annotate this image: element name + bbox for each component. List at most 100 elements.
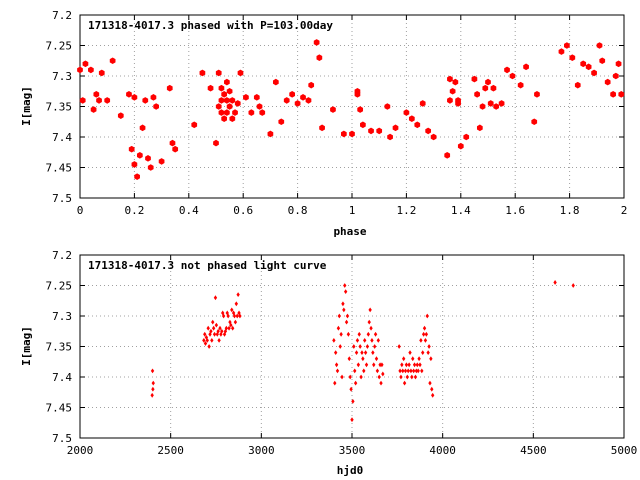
data-point [361, 356, 365, 362]
data-point [340, 374, 344, 380]
data-point [272, 78, 279, 86]
data-point [357, 331, 361, 337]
data-point [223, 328, 228, 334]
data-point [248, 109, 255, 116]
data-point [213, 295, 218, 301]
data-point [343, 283, 347, 288]
data-point [360, 121, 366, 129]
data-point [353, 380, 358, 386]
data-point [618, 91, 625, 98]
data-point [375, 368, 380, 374]
data-point [415, 362, 419, 368]
data-point [151, 386, 155, 392]
data-point [336, 325, 341, 331]
data-point [205, 338, 209, 343]
data-point [207, 84, 214, 92]
data-point [344, 319, 349, 325]
x-tick-label: 2500 [157, 444, 184, 457]
tick-labels: 2000 2500 3000 3500 4000 4500 5000 7.2 7.25 7.3 7.… [46, 249, 638, 457]
data-point [366, 331, 370, 337]
data-point [300, 94, 306, 101]
data-point [224, 109, 230, 116]
data-point [413, 374, 418, 380]
x-axis-label: hjd0 [337, 464, 364, 477]
data-point [211, 325, 216, 331]
data-point [381, 371, 385, 377]
data-point [199, 69, 206, 77]
data-point [363, 338, 367, 343]
data-point [227, 325, 231, 331]
y-tick-label: 7.35 [46, 341, 73, 354]
y-tick-label: 7.4 [52, 131, 72, 144]
data-point [340, 130, 347, 138]
data-point [238, 313, 242, 319]
y-axis-label: I[mag] [20, 326, 33, 366]
data-point [346, 331, 351, 337]
data-point [359, 374, 363, 380]
data-point [363, 350, 368, 355]
data-point [534, 91, 540, 98]
data-point [571, 283, 575, 288]
data-point [150, 368, 155, 374]
data-point [213, 139, 219, 147]
data-point [351, 399, 355, 404]
data-point [349, 130, 355, 138]
data-point [374, 356, 379, 362]
ticks [79, 254, 625, 439]
data-point [403, 368, 408, 374]
data-point [332, 338, 336, 343]
data-point [485, 78, 491, 86]
y-tick-label: 7.5 [52, 192, 72, 205]
data-point [218, 84, 225, 92]
gridlines [80, 15, 624, 198]
data-point [377, 374, 381, 380]
data-point [585, 63, 592, 71]
data-point [342, 307, 346, 313]
data-point [457, 142, 464, 150]
data-point [479, 103, 486, 110]
data-point [221, 313, 226, 319]
data-point [604, 78, 611, 86]
y-tick-label: 7.2 [52, 249, 72, 262]
data-point [147, 164, 154, 171]
data-point [212, 331, 217, 337]
data-point [126, 91, 132, 98]
data-point [357, 106, 364, 113]
data-point [371, 350, 375, 355]
data-point [408, 115, 415, 122]
data-point [166, 84, 173, 92]
data-point [580, 60, 587, 68]
data-point [82, 60, 89, 68]
x-axis-label: phase [333, 225, 366, 238]
data-point [145, 155, 151, 162]
x-tick-label: 4000 [429, 444, 456, 457]
data-point [206, 325, 210, 331]
data-point [523, 63, 529, 71]
data-point [136, 152, 143, 159]
data-point [334, 362, 339, 368]
data-point [419, 100, 426, 107]
x-tick-label: 2 [621, 204, 628, 217]
data-point [350, 417, 354, 423]
x-tick-label: 1 [349, 204, 356, 217]
x-tick-label: 2000 [67, 444, 94, 457]
data-point [109, 57, 116, 65]
data-point [139, 124, 146, 132]
data-point [218, 325, 222, 331]
data-point [93, 91, 100, 98]
data-point [517, 81, 524, 89]
data-point [400, 362, 404, 368]
data-point [134, 173, 140, 180]
data-point [365, 344, 370, 349]
data-point [368, 127, 374, 135]
data-point [490, 84, 497, 92]
data-point [153, 103, 160, 110]
data-point [231, 325, 235, 331]
y-tick-label: 7.25 [46, 280, 73, 293]
data-point [471, 75, 478, 83]
data-point [392, 124, 399, 132]
data-point [142, 97, 149, 104]
data-point [398, 368, 402, 374]
data-point [234, 100, 241, 107]
x-tick-label: 4500 [520, 444, 547, 457]
